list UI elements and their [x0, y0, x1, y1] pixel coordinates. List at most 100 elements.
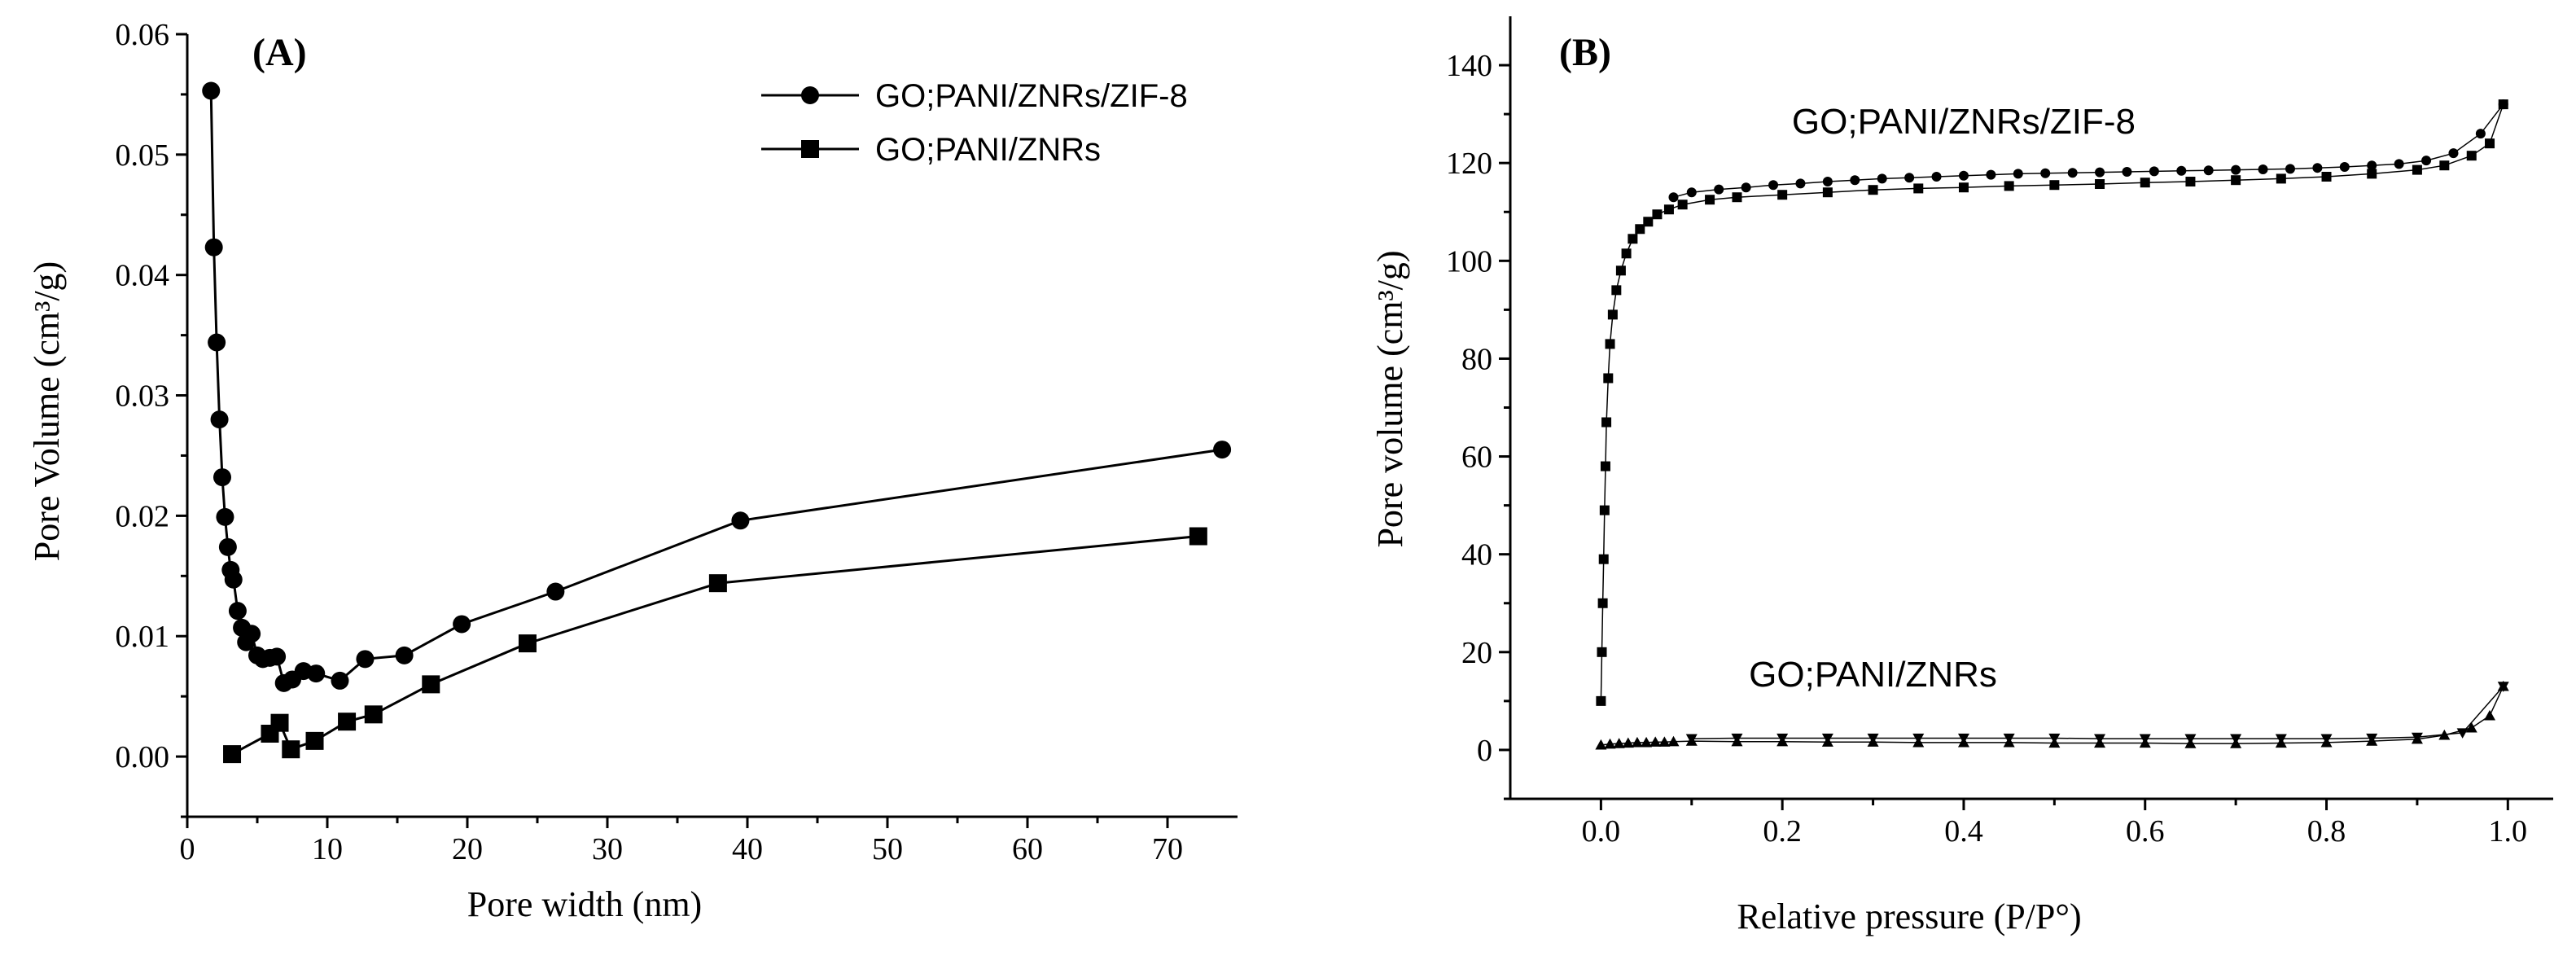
data-point-circle — [1986, 169, 1996, 180]
data-point-circle — [1714, 184, 1724, 195]
data-point-square — [282, 740, 300, 759]
data-point-triangle-up — [1622, 737, 1634, 748]
data-point-circle — [2040, 168, 2051, 178]
legend-label-zif8: GO;PANI/ZNRs/ZIF-8 — [875, 78, 1188, 114]
data-point-triangle-down — [1731, 733, 1743, 744]
panel-b-label: (B) — [1559, 31, 1611, 74]
data-point-square — [1599, 505, 1610, 515]
data-point-circle — [1741, 182, 1751, 193]
data-point-circle — [224, 570, 243, 589]
data-point-circle — [307, 664, 326, 683]
data-point-square — [2004, 181, 2014, 191]
data-point-square — [518, 634, 537, 653]
data-point-square — [1603, 373, 1614, 384]
data-point-square — [1677, 200, 1688, 210]
data-point-circle — [2448, 148, 2459, 159]
data-point-triangle-down — [1821, 733, 1833, 744]
x-tick-label: 50 — [872, 832, 903, 866]
x-tick-label: 20 — [452, 832, 483, 866]
y-tick-label: 0.06 — [116, 18, 170, 52]
data-point-square — [364, 705, 383, 724]
panel-a-y-axis-title: Pore Volume (cm³/g) — [27, 261, 67, 561]
data-point-square — [2140, 178, 2150, 188]
data-point-triangle-down — [2094, 734, 2106, 745]
data-point-triangle-down — [2320, 734, 2333, 745]
panel-b-x-axis-title: Relative pressure (P/P°) — [1737, 897, 2081, 936]
data-point-square — [2367, 169, 2377, 179]
panel-a-chart: (A) Pore width (nm) Pore Volume (cm³/g) … — [27, 18, 1238, 924]
panel-a-label: (A) — [252, 31, 307, 74]
data-point-square — [1601, 417, 1612, 428]
panel-b-series — [1595, 99, 2509, 750]
data-point-square — [2231, 175, 2241, 186]
data-point-circle — [1213, 441, 1232, 459]
x-tick-label: 30 — [592, 832, 623, 866]
data-point-square — [1635, 224, 1645, 235]
y-tick-label: 20 — [1461, 636, 1492, 670]
y-tick-label: 100 — [1446, 244, 1492, 278]
data-point-square — [1189, 527, 1207, 546]
data-point-circle — [2013, 169, 2023, 179]
series-line-0 — [1600, 103, 2504, 701]
data-point-square — [338, 713, 357, 731]
data-point-triangle-down — [2003, 733, 2015, 744]
data-point-circle — [1822, 177, 1833, 187]
data-point-triangle-down — [2230, 734, 2242, 745]
y-tick-label: 60 — [1461, 441, 1492, 475]
data-point-circle — [202, 81, 221, 100]
data-point-circle — [2149, 166, 2159, 177]
data-point-triangle-up — [1649, 736, 1662, 747]
y-tick-label: 140 — [1446, 49, 1492, 83]
data-point-triangle-down — [2048, 733, 2061, 744]
panel-b-annotation-zif8: GO;PANI/ZNRs/ZIF-8 — [1792, 102, 2136, 142]
x-tick-label: 1.0 — [2489, 814, 2528, 849]
data-point-circle — [210, 410, 229, 429]
data-point-triangle-up — [1658, 736, 1671, 747]
x-tick-label: 60 — [1012, 832, 1043, 866]
data-point-triangle-down — [2411, 732, 2423, 743]
data-point-square — [2276, 173, 2286, 184]
data-point-square — [1705, 195, 1715, 205]
data-point-square — [2095, 179, 2105, 190]
data-point-circle — [546, 582, 565, 601]
data-point-triangle-down — [2139, 734, 2151, 745]
data-point-square — [1777, 190, 1788, 200]
data-point-triangle-down — [1776, 733, 1789, 744]
data-point-square — [2412, 164, 2422, 175]
data-point-square — [1607, 309, 1618, 320]
data-point-square — [1597, 647, 1607, 657]
data-point-square — [708, 574, 727, 593]
data-point-square — [1596, 695, 1606, 706]
panel-a-x-axis-title: Pore width (nm) — [467, 884, 702, 924]
data-point-circle — [1850, 175, 1860, 186]
data-point-square — [1598, 554, 1609, 564]
data-point-circle — [2367, 160, 2377, 171]
data-point-triangle-down — [2184, 734, 2197, 745]
panel-a-series — [202, 81, 1232, 764]
data-point-circle — [2231, 164, 2241, 175]
data-point-circle — [331, 671, 349, 690]
data-point-circle — [1931, 172, 1942, 182]
data-point-triangle-down — [2275, 734, 2287, 745]
data-point-square — [1597, 598, 1608, 608]
y-tick-label: 0.00 — [116, 740, 170, 774]
data-point-square — [305, 731, 324, 750]
data-point-circle — [731, 511, 750, 530]
data-point-square — [1652, 209, 1663, 220]
data-point-square — [1600, 461, 1610, 471]
data-point-circle — [1877, 173, 1887, 184]
data-point-square — [1643, 217, 1654, 227]
x-tick-label: 70 — [1152, 832, 1183, 866]
data-point-square — [2321, 172, 2332, 182]
y-tick-label: 40 — [1461, 538, 1492, 572]
data-point-square — [2485, 138, 2495, 149]
data-point-circle — [2067, 168, 2078, 178]
legend-marker-znrs — [801, 140, 819, 158]
data-point-circle — [268, 647, 287, 666]
data-point-circle — [1668, 192, 1679, 203]
data-point-triangle-down — [2366, 733, 2378, 744]
panel-a-ticks: 0 10 20 30 40 50 60 70 0.00 0.01 0.02 0.03 0.04 0.05 0… — [116, 18, 1238, 866]
legend-label-znrs: GO;PANI/ZNRs — [875, 132, 1101, 168]
data-point-circle — [453, 615, 471, 634]
